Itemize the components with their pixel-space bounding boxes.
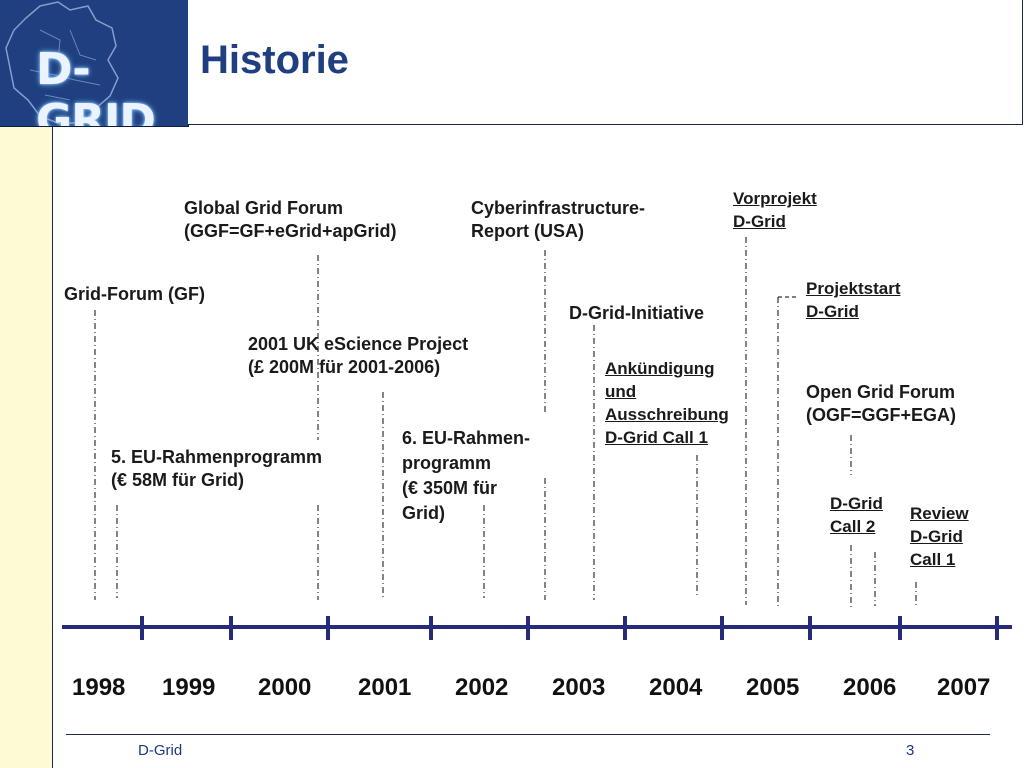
event-label-review: Review D-Grid Call 1: [910, 502, 969, 571]
germany-map-icon: [5, 1, 119, 125]
event-label-gf: Grid-Forum (GF): [64, 283, 205, 306]
year-tick: [898, 616, 902, 640]
event-line: D-Grid: [910, 527, 963, 546]
event-line: D-Grid: [830, 494, 883, 513]
footer-label: D-Grid: [138, 742, 183, 759]
footer-divider: [66, 734, 990, 735]
year-label: 2004: [649, 674, 703, 701]
timeline-axis: [62, 625, 1012, 629]
event-label-ank: Ankündigung und Ausschreibung D-Grid Call 1: [605, 357, 729, 449]
event-line: Projektstart: [806, 279, 901, 298]
event-label-ggf: Global Grid Forum (GGF=GF+eGrid+apGrid): [184, 197, 397, 243]
event-label-vor: Vorprojekt D-Grid: [733, 187, 817, 233]
event-line: Cyberinfrastructure-: [471, 198, 646, 218]
event-line: Ausschreibung: [605, 405, 729, 424]
logo-text: D-GRID: [36, 44, 156, 127]
event-line: Ankündigung: [605, 359, 715, 378]
event-line: Global Grid Forum: [184, 198, 344, 218]
event-label-eu5: 5. EU-Rahmenprogramm (€ 58M für Grid): [111, 446, 322, 492]
event-label-dgi: D-Grid-Initiative: [569, 302, 704, 325]
year-label: 1998: [72, 674, 126, 701]
d-grid-logo: D-GRID: [0, 0, 189, 127]
year-label: 2001: [358, 674, 412, 701]
year-tick: [623, 616, 627, 640]
event-label-pstart: Projektstart D-Grid: [806, 277, 900, 323]
year-tick: [995, 616, 999, 640]
event-line: (GGF=GF+eGrid+apGrid): [184, 221, 397, 241]
event-label-cyber: Cyberinfrastructure- Report (USA): [471, 197, 645, 243]
event-line: 2001 UK eScience Project: [248, 334, 469, 354]
event-line: (€ 350M für: [402, 478, 498, 498]
year-tick: [229, 616, 233, 640]
event-line: D-Grid: [733, 212, 786, 231]
event-line: und: [605, 382, 637, 401]
event-label-call2: D-Grid Call 2: [830, 492, 883, 538]
year-tick: [526, 616, 530, 640]
event-line: Call 1: [910, 550, 956, 569]
event-line: D-Grid-Initiative: [569, 303, 705, 323]
event-line: (OGF=GGF+EGA): [806, 405, 957, 425]
event-line: Review: [910, 504, 969, 523]
event-line: 5. EU-Rahmenprogramm: [111, 447, 323, 467]
event-line: Vorprojekt: [733, 189, 817, 208]
year-label: 2007: [937, 674, 991, 701]
event-line: (€ 58M für Grid): [111, 470, 245, 490]
event-line: 6. EU-Rahmen-: [402, 428, 531, 448]
year-label: 2005: [746, 674, 800, 701]
slide-sidebar: [0, 0, 53, 768]
event-line: Report (USA): [471, 221, 584, 241]
year-label: 2006: [843, 674, 897, 701]
event-label-eu6: 6. EU-Rahmen-programm (€ 350M für Grid): [402, 426, 530, 526]
event-line: programm: [402, 453, 492, 473]
event-line: Grid-Forum (GF): [64, 284, 205, 304]
event-line: (£ 200M für 2001-2006): [248, 357, 441, 377]
page-number: 3: [906, 742, 915, 759]
year-tick: [808, 616, 812, 640]
event-line: Open Grid Forum: [806, 382, 956, 402]
year-label: 2003: [552, 674, 606, 701]
year-tick: [140, 616, 144, 640]
year-tick: [326, 616, 330, 640]
year-label: 1999: [162, 674, 216, 701]
year-label: 2000: [258, 674, 312, 701]
event-label-ogf: Open Grid Forum (OGF=GGF+EGA): [806, 381, 956, 427]
event-line: Grid): [402, 503, 445, 523]
year-label: 2002: [455, 674, 509, 701]
event-line: D-Grid: [806, 302, 859, 321]
year-tick: [720, 616, 724, 640]
event-label-uk: 2001 UK eScience Project (£ 200M für 2001…: [248, 333, 468, 379]
slide-title: Historie: [200, 38, 349, 82]
event-line: Call 2: [830, 517, 876, 536]
event-line: D-Grid Call 1: [605, 428, 708, 447]
title-bar: [188, 0, 1023, 125]
year-tick: [429, 616, 433, 640]
